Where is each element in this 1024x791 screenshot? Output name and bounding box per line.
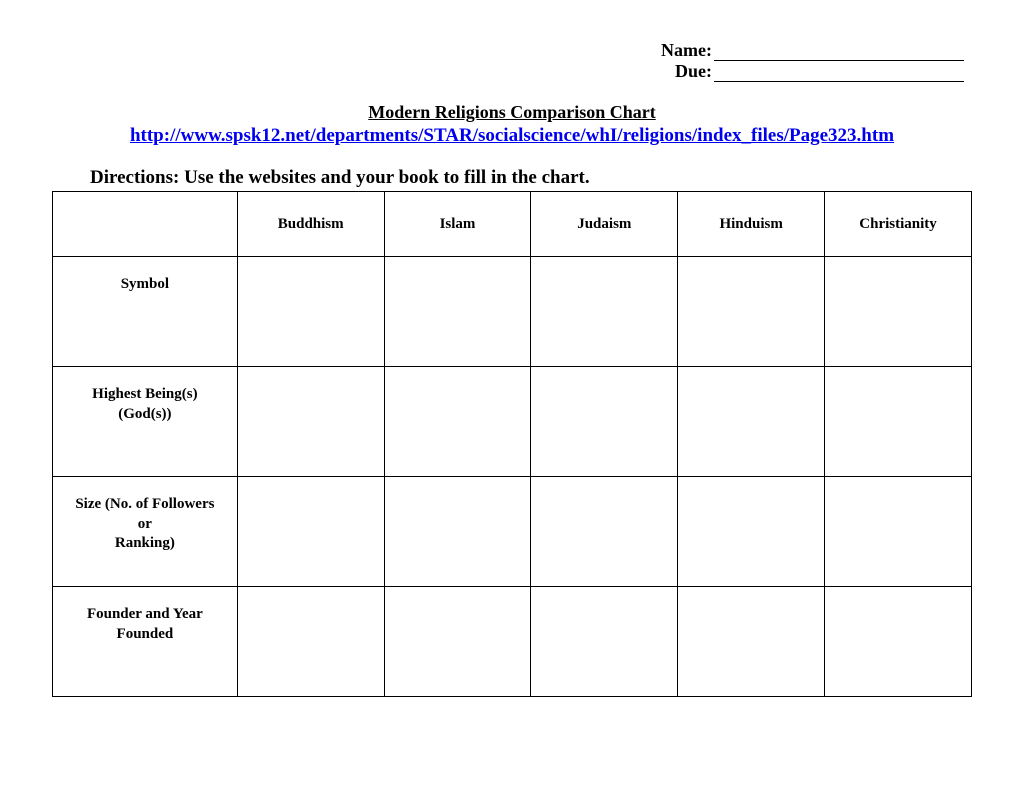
table-row: Founder and YearFounded [53,587,972,697]
reference-link[interactable]: http://www.spsk12.net/departments/STAR/s… [130,125,894,146]
table-corner-cell [53,192,238,257]
table-row: Highest Being(s)(God(s)) [53,367,972,477]
table-cell [678,587,825,697]
table-cell [237,477,384,587]
row-header: Highest Being(s)(God(s)) [53,367,238,477]
table-cell [678,477,825,587]
col-header: Islam [384,192,531,257]
name-field-row: Name: [50,40,964,61]
due-field-row: Due: [50,61,964,82]
table-cell [384,257,531,367]
table-cell [384,587,531,697]
header-fields: Name: Due: [50,40,964,82]
directions-text: Directions: Use the websites and your bo… [90,167,974,189]
table-row: Size (No. of FollowersorRanking) [53,477,972,587]
link-line: http://www.spsk12.net/departments/STAR/s… [50,125,974,147]
col-header: Buddhism [237,192,384,257]
due-blank-line [714,81,964,82]
table-header-row: Buddhism Islam Judaism Hinduism Christia… [53,192,972,257]
col-header: Christianity [825,192,972,257]
table-cell [825,257,972,367]
table-cell [825,587,972,697]
table-cell [825,367,972,477]
table-cell [384,477,531,587]
table-cell [531,477,678,587]
table-cell [237,587,384,697]
table-cell [237,257,384,367]
comparison-table: Buddhism Islam Judaism Hinduism Christia… [52,191,972,697]
row-header: Founder and YearFounded [53,587,238,697]
table-cell [237,367,384,477]
due-label: Due: [675,61,712,81]
row-header: Symbol [53,257,238,367]
col-header: Hinduism [678,192,825,257]
name-label: Name: [661,40,712,60]
col-header: Judaism [531,192,678,257]
page-title: Modern Religions Comparison Chart [50,102,974,123]
table-cell [678,257,825,367]
table-cell [825,477,972,587]
table-cell [531,367,678,477]
row-header: Size (No. of FollowersorRanking) [53,477,238,587]
table-cell [531,257,678,367]
table-cell [531,587,678,697]
table-cell [384,367,531,477]
table-row: Symbol [53,257,972,367]
table-cell [678,367,825,477]
